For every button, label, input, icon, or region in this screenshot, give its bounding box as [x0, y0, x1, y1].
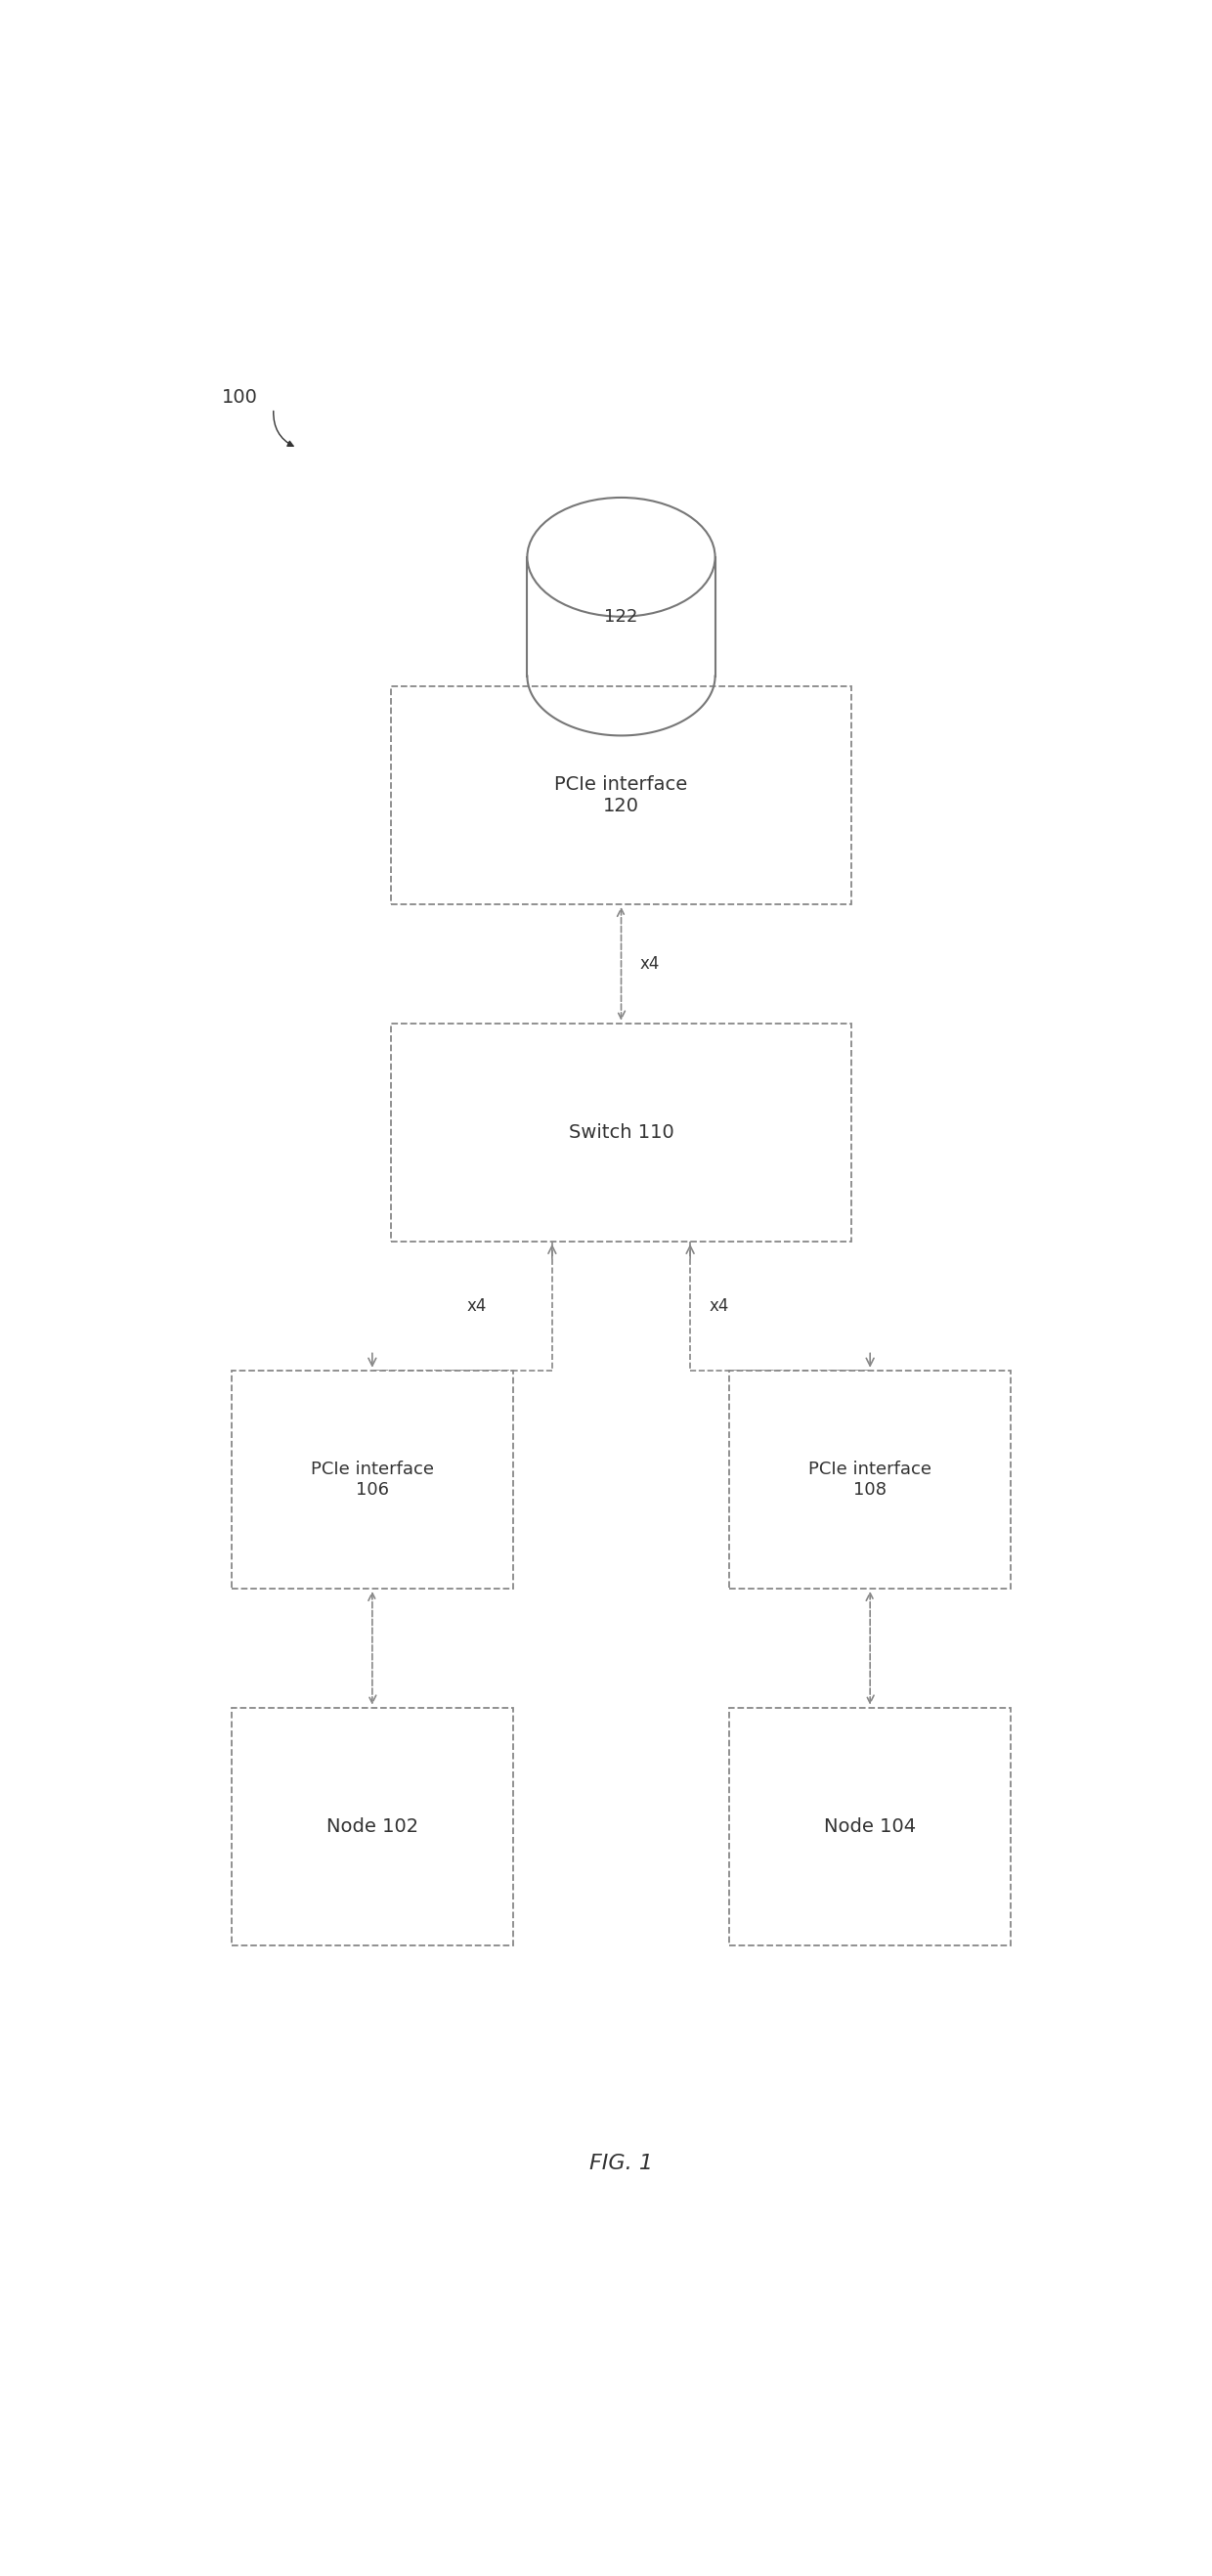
Text: x4: x4 — [467, 1298, 486, 1314]
Text: Switch 110: Switch 110 — [568, 1123, 674, 1141]
FancyBboxPatch shape — [391, 1023, 851, 1242]
Bar — [527, 556, 715, 675]
FancyBboxPatch shape — [231, 1370, 513, 1589]
Text: Node 104: Node 104 — [824, 1816, 916, 1837]
Text: 122: 122 — [605, 608, 638, 626]
FancyBboxPatch shape — [391, 685, 851, 904]
Text: x4: x4 — [709, 1298, 728, 1314]
FancyBboxPatch shape — [231, 1708, 513, 1945]
Text: 100: 100 — [222, 389, 258, 407]
Ellipse shape — [527, 497, 715, 616]
Text: PCIe interface
106: PCIe interface 106 — [310, 1461, 434, 1499]
Text: FIG. 1: FIG. 1 — [589, 2154, 653, 2174]
FancyBboxPatch shape — [730, 1370, 1011, 1589]
Text: PCIe interface
108: PCIe interface 108 — [808, 1461, 932, 1499]
Text: x4: x4 — [640, 956, 659, 974]
FancyBboxPatch shape — [730, 1708, 1011, 1945]
Text: Node 102: Node 102 — [326, 1816, 418, 1837]
Text: PCIe interface
120: PCIe interface 120 — [555, 775, 687, 814]
